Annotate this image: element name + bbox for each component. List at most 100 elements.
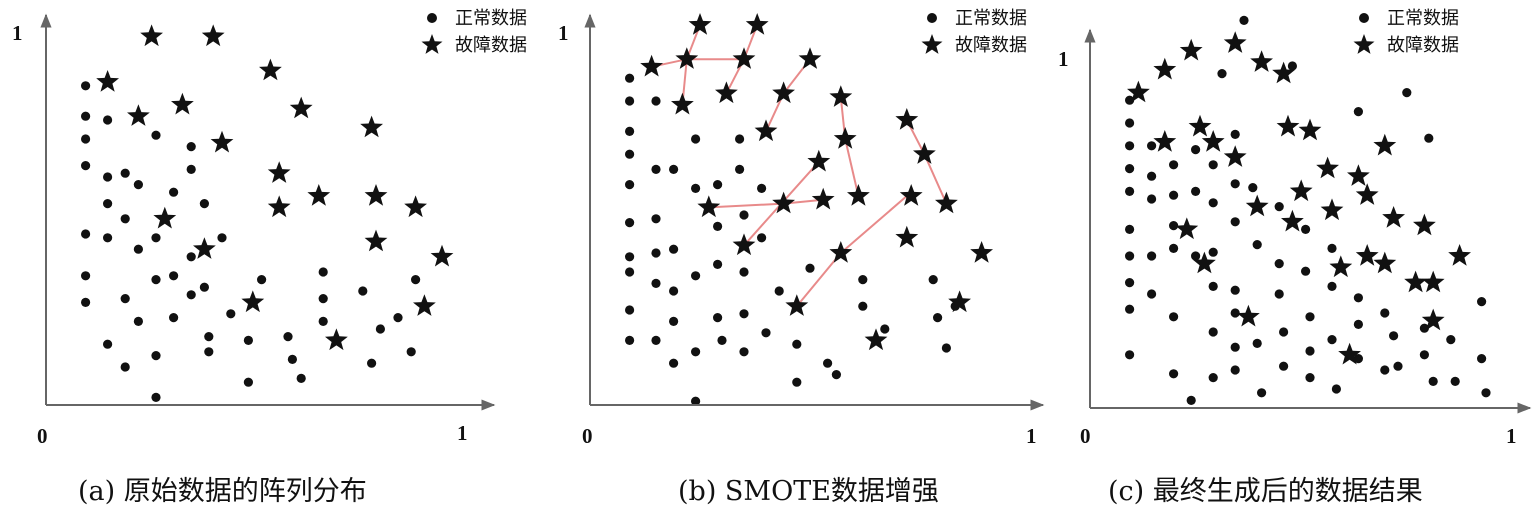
panel-c-points xyxy=(1125,15,1491,405)
fault-point-17 xyxy=(697,195,721,218)
normal-point-37 xyxy=(757,183,767,193)
fault-point-9 xyxy=(1153,130,1177,152)
fault-point-22 xyxy=(829,241,853,263)
normal-point-27 xyxy=(1191,251,1201,261)
normal-point-24 xyxy=(691,347,701,357)
normal-point-25 xyxy=(169,313,179,323)
normal-point-26 xyxy=(169,271,179,281)
fault-point-20 xyxy=(935,191,958,214)
normal-point-68 xyxy=(1424,133,1434,143)
fault-point-10 xyxy=(267,195,291,218)
normal-point-38 xyxy=(757,233,767,243)
normal-point-26 xyxy=(713,180,723,190)
normal-point-9 xyxy=(1125,224,1135,234)
fault-point-4 xyxy=(732,47,756,69)
fault-point-6 xyxy=(289,96,313,119)
normal-point-26 xyxy=(1191,186,1201,196)
normal-point-50 xyxy=(1279,361,1289,371)
fault-point-4 xyxy=(1250,50,1273,72)
normal-point-2 xyxy=(81,134,91,144)
fault-point-14 xyxy=(1347,164,1370,186)
normal-point-42 xyxy=(296,373,306,383)
normal-point-74 xyxy=(1477,297,1487,307)
panel-a: 0 1 1 正常数据 故障数据 (a) 原始数据的阵列分布 xyxy=(12,8,527,507)
normal-point-44 xyxy=(823,358,833,368)
panel-a-ymax-label: 1 xyxy=(12,21,23,45)
normal-point-20 xyxy=(669,358,679,368)
fault-point-18 xyxy=(1320,198,1344,221)
normal-point-6 xyxy=(1125,141,1135,151)
fault-point-7 xyxy=(1276,114,1300,137)
normal-point-29 xyxy=(713,313,723,323)
panel-a-legend-fault-label: 故障数据 xyxy=(455,35,527,56)
normal-point-23 xyxy=(151,392,161,402)
normal-point-70 xyxy=(1419,350,1429,360)
normal-point-71 xyxy=(1428,376,1438,386)
fault-point-5 xyxy=(1272,61,1295,84)
normal-point-76 xyxy=(1481,388,1491,398)
fault-point-20 xyxy=(1382,206,1405,228)
panel-c-legend-normal-label: 正常数据 xyxy=(1387,8,1459,29)
normal-point-59 xyxy=(1331,384,1341,394)
fault-point-13 xyxy=(807,149,831,172)
panel-b-links xyxy=(651,24,948,307)
fault-point-6 xyxy=(1188,114,1212,137)
normal-point-23 xyxy=(691,271,701,281)
fault-point-32 xyxy=(1338,342,1361,365)
normal-point-10 xyxy=(1125,251,1135,261)
panel-c-caption: (c) 最终生成后的数据结果 xyxy=(1108,476,1423,507)
normal-point-52 xyxy=(1301,266,1311,276)
smote-link-16 xyxy=(840,195,908,254)
normal-point-58 xyxy=(1327,335,1337,345)
fault-point-18 xyxy=(772,191,795,214)
normal-point-44 xyxy=(1252,338,1262,348)
normal-point-41 xyxy=(792,339,802,349)
fault-point-16 xyxy=(899,184,923,206)
panel-c-legend-fault-marker xyxy=(1353,34,1375,54)
fault-point-9 xyxy=(267,161,291,183)
normal-point-28 xyxy=(1186,395,1196,405)
normal-point-4 xyxy=(81,229,91,239)
normal-point-15 xyxy=(651,335,661,345)
normal-point-47 xyxy=(367,358,377,368)
normal-point-7 xyxy=(625,267,635,277)
normal-point-72 xyxy=(1446,335,1456,345)
fault-point-11 xyxy=(1223,145,1247,167)
normal-point-18 xyxy=(1147,289,1157,299)
normal-point-6 xyxy=(81,297,91,307)
panel-c-legend-normal-marker xyxy=(1359,13,1369,23)
normal-point-35 xyxy=(739,309,749,319)
normal-point-10 xyxy=(103,233,113,243)
fault-point-23 xyxy=(1193,251,1216,274)
normal-point-12 xyxy=(120,168,130,178)
fault-point-10 xyxy=(1201,130,1225,152)
normal-point-36 xyxy=(226,309,236,319)
normal-point-43 xyxy=(318,267,328,277)
normal-point-3 xyxy=(81,161,91,171)
fault-point-12 xyxy=(364,184,388,206)
normal-point-8 xyxy=(1125,186,1135,196)
panel-a-legend-normal-label: 正常数据 xyxy=(455,8,527,29)
panel-b: 0 1 1 正常数据 故障数据 (b) SMOTE数据增强 xyxy=(558,8,1045,507)
normal-point-47 xyxy=(858,301,868,311)
normal-point-32 xyxy=(735,164,745,174)
normal-point-11 xyxy=(651,164,661,174)
normal-point-0 xyxy=(81,81,91,91)
normal-point-51 xyxy=(941,343,952,353)
normal-point-46 xyxy=(1274,202,1284,212)
normal-point-35 xyxy=(217,233,227,243)
panel-c-ymax-label: 1 xyxy=(1058,47,1069,71)
normal-point-12 xyxy=(651,214,661,224)
normal-point-0 xyxy=(1239,15,1249,25)
normal-point-34 xyxy=(739,267,749,277)
normal-point-32 xyxy=(1208,281,1218,291)
fault-point-30 xyxy=(1421,308,1445,331)
normal-point-14 xyxy=(1147,141,1157,151)
normal-point-19 xyxy=(1169,160,1179,170)
fault-point-5 xyxy=(127,104,150,126)
normal-point-75 xyxy=(1477,354,1487,364)
normal-point-43 xyxy=(805,263,815,273)
normal-point-40 xyxy=(1230,342,1240,352)
normal-point-4 xyxy=(1125,95,1135,105)
normal-point-19 xyxy=(151,130,161,140)
